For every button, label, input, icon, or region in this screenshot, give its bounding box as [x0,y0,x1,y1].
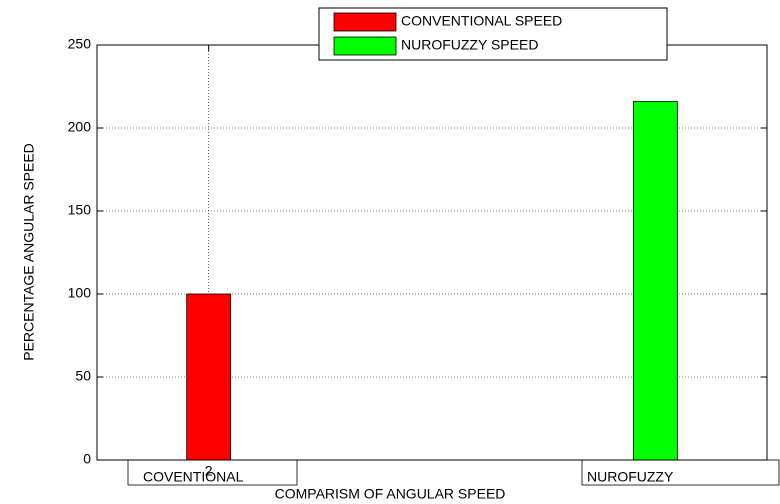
y-tick-label: 100 [68,285,92,301]
y-tick-label: 50 [75,368,91,384]
annotation: NUROFUZZY [587,469,674,485]
legend-swatch [333,12,397,32]
y-tick-label: 0 [83,451,91,467]
y-axis-label: PERCENTAGE ANGULAR SPEED [21,143,37,361]
y-tick-label: 200 [68,119,92,135]
legend-label: CONVENTIONAL SPEED [401,13,562,29]
x-tick-label: 2 [205,463,213,479]
x-axis-label: COMPARISM OF ANGULAR SPEED [275,486,506,502]
annotation: COVENTIONAL [143,469,244,485]
y-tick-label: 150 [68,202,92,218]
y-tick-label: 250 [68,36,92,52]
annotation-box [127,459,298,486]
bar [186,293,232,461]
legend-swatch [333,36,397,56]
bar [632,101,678,461]
annotation-box [581,459,780,486]
legend-label: NUROFUZZY SPEED [401,37,538,53]
